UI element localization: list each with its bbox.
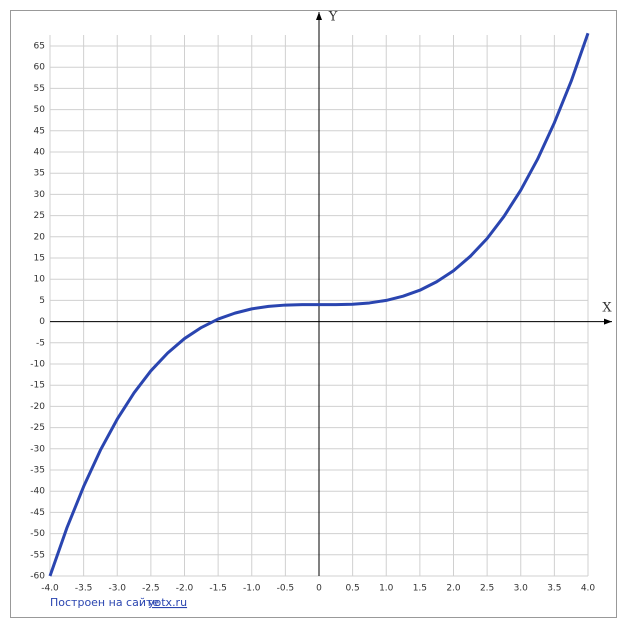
y-tick-label: 50 (34, 105, 46, 115)
y-tick-label: 10 (34, 275, 46, 285)
y-tick-label: 35 (34, 169, 45, 179)
y-tick-label: -35 (30, 466, 45, 476)
x-tick-label: -1.0 (243, 584, 261, 594)
y-tick-label: -25 (30, 423, 45, 433)
x-tick-label: 0 (316, 584, 322, 594)
y-tick-label: -45 (30, 508, 45, 518)
y-tick-label: -30 (30, 444, 45, 454)
footer: Построен на сайте (50, 596, 159, 609)
y-tick-label: -15 (30, 381, 45, 391)
x-tick-label: 3.0 (514, 584, 529, 594)
y-tick-label: 25 (34, 211, 45, 221)
x-tick-label: -2.0 (176, 584, 194, 594)
y-tick-label: 20 (34, 232, 46, 242)
y-tick-label: 0 (39, 317, 45, 327)
y-tick-label: 30 (34, 190, 46, 200)
y-axis-label: Y (328, 10, 338, 25)
x-tick-label: 2.0 (446, 584, 461, 594)
y-tick-label: 65 (34, 42, 45, 52)
y-tick-label: 40 (34, 148, 46, 158)
y-tick-label: -55 (30, 550, 45, 560)
y-tick-label: 15 (34, 254, 45, 264)
x-tick-label: -3.5 (75, 584, 93, 594)
x-tick-label: 3.5 (547, 584, 561, 594)
x-tick-label: -4.0 (41, 584, 59, 594)
frame (10, 10, 617, 618)
y-tick-label: -10 (30, 360, 45, 370)
x-axis-label: X (602, 301, 612, 316)
x-tick-label: -2.5 (142, 584, 160, 594)
x-tick-label: 0.5 (345, 584, 359, 594)
curve (48, 32, 590, 577)
y-tick-label: -40 (30, 487, 45, 497)
x-tick-label: 4.0 (581, 584, 596, 594)
y-tick-label: 45 (34, 126, 45, 136)
y-tick-label: 5 (39, 296, 45, 306)
footer-link[interactable]: yotx.ru (148, 596, 187, 609)
x-axis-arrow (604, 318, 612, 325)
y-tick-label: -20 (30, 402, 45, 412)
y-tick-label: -60 (30, 572, 45, 582)
y-tick-label: 60 (34, 63, 46, 73)
y-tick-label: -50 (30, 529, 45, 539)
x-tick-label: 1.0 (379, 584, 394, 594)
y-tick-label: 55 (34, 84, 45, 94)
x-tick-label: -0.5 (277, 584, 295, 594)
x-tick-label: 2.5 (480, 584, 494, 594)
x-tick-label: 1.5 (413, 584, 427, 594)
x-tick-label: -1.5 (209, 584, 227, 594)
y-axis-arrow (316, 12, 322, 20)
x-tick-label: -3.0 (108, 584, 126, 594)
y-tick-label: -5 (36, 338, 45, 348)
